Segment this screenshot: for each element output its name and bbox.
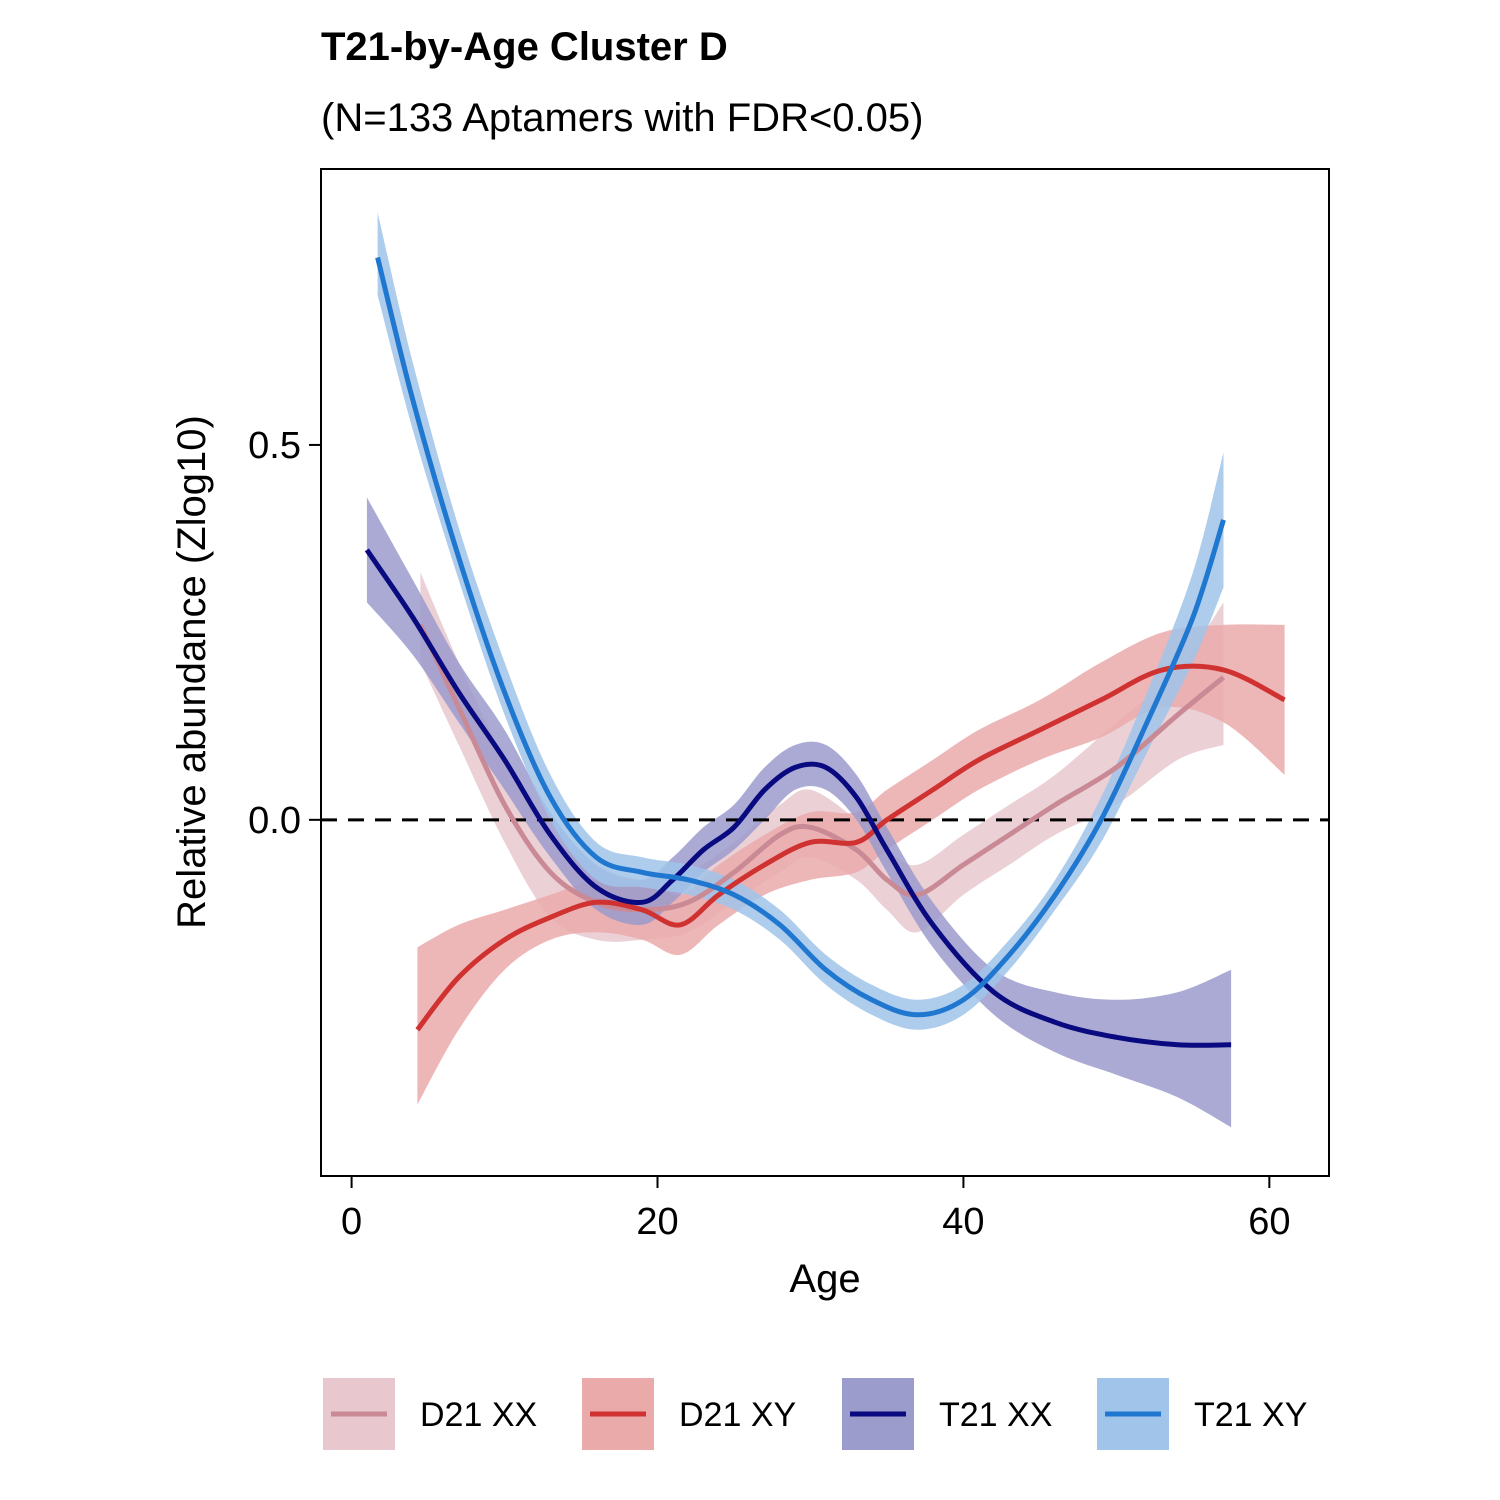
series-line-d21-xx — [418, 623, 1226, 913]
chart-subtitle: (N=133 Aptamers with FDR<0.05) — [321, 96, 923, 140]
series-line-t21-xy — [375, 256, 1226, 1018]
series-line-t21-xx — [364, 548, 1232, 1048]
legend-item-t21-xx: T21 XX — [842, 1378, 1052, 1450]
x-tick-label: 0 — [341, 1201, 362, 1243]
legend: D21 XX D21 XY T21 XX T21 XY — [323, 1378, 1307, 1450]
legend-item-t21-xy: T21 XY — [1097, 1378, 1307, 1450]
y-tick-label: 0.0 — [248, 800, 301, 842]
axes: 0 20 40 60 0.0 0.5 — [248, 425, 1290, 1243]
plot-frame — [320, 168, 1330, 1177]
confidence-band-d21-xy — [417, 624, 1285, 1105]
legend-label: D21 XY — [679, 1396, 796, 1434]
legend-item-d21-xy: D21 XY — [582, 1378, 796, 1450]
legend-label: T21 XY — [1194, 1396, 1307, 1434]
x-tick-label: 20 — [636, 1201, 678, 1243]
confidence-band-t21-xy — [377, 212, 1224, 1030]
y-axis-label: Relative abundance (Zlog10) — [170, 415, 214, 929]
chart-title: T21-by-Age Cluster D — [321, 25, 728, 69]
confidence-band-t21-xx — [366, 497, 1232, 1128]
plot-area — [321, 212, 1329, 1128]
y-tick-label: 0.5 — [248, 425, 301, 467]
legend-label: T21 XX — [939, 1396, 1052, 1434]
legend-label: D21 XX — [420, 1396, 537, 1434]
confidence-band-d21-xx — [420, 572, 1224, 942]
x-tick-label: 40 — [942, 1201, 984, 1243]
x-axis-label: Age — [789, 1257, 860, 1301]
legend-item-d21-xx: D21 XX — [323, 1378, 537, 1450]
series-line-d21-xy — [415, 663, 1286, 1032]
x-tick-label: 60 — [1248, 1201, 1290, 1243]
